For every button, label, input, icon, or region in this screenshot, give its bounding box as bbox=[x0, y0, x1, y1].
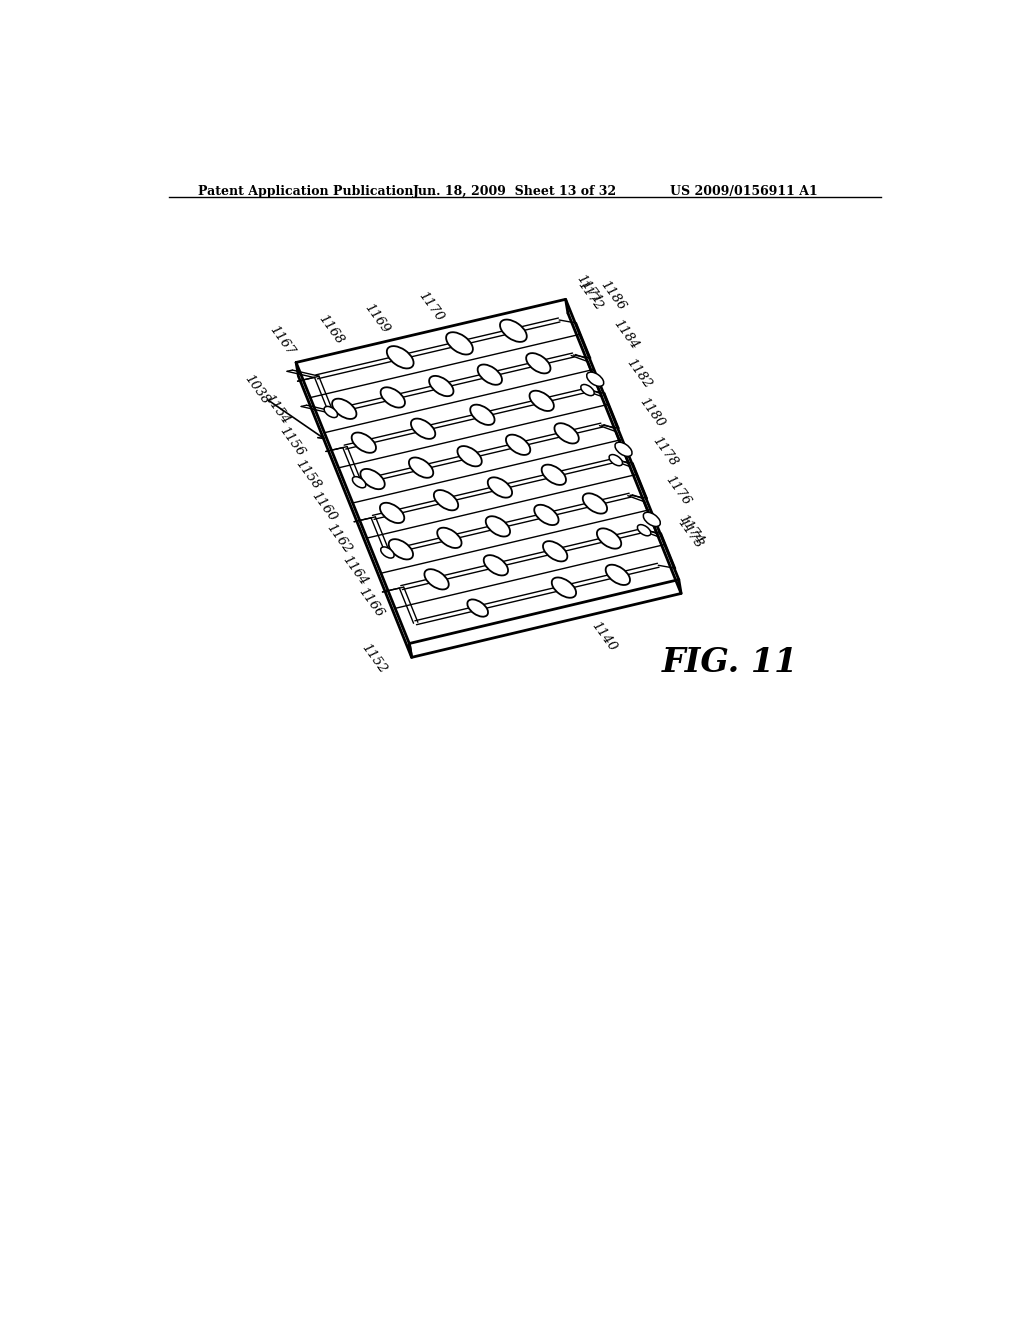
Text: 1166: 1166 bbox=[355, 585, 386, 619]
Ellipse shape bbox=[325, 407, 338, 417]
Text: 1154: 1154 bbox=[261, 392, 292, 428]
Text: 1162: 1162 bbox=[324, 520, 354, 556]
Ellipse shape bbox=[387, 346, 414, 368]
Text: 1180: 1180 bbox=[637, 395, 668, 430]
Ellipse shape bbox=[543, 541, 567, 561]
Ellipse shape bbox=[467, 599, 488, 616]
Ellipse shape bbox=[380, 503, 404, 523]
Text: 1160: 1160 bbox=[308, 488, 339, 524]
Ellipse shape bbox=[609, 454, 623, 466]
Ellipse shape bbox=[615, 442, 632, 457]
Ellipse shape bbox=[411, 418, 435, 438]
Ellipse shape bbox=[554, 424, 579, 444]
Text: 1169: 1169 bbox=[361, 301, 391, 337]
Ellipse shape bbox=[542, 465, 566, 484]
Ellipse shape bbox=[637, 524, 651, 536]
Text: 1140: 1140 bbox=[589, 619, 618, 653]
Ellipse shape bbox=[429, 376, 454, 396]
Text: 1158: 1158 bbox=[293, 457, 323, 491]
Text: 1171: 1171 bbox=[573, 272, 604, 306]
Ellipse shape bbox=[500, 319, 526, 342]
Ellipse shape bbox=[581, 384, 594, 396]
Ellipse shape bbox=[487, 478, 512, 498]
Ellipse shape bbox=[526, 354, 551, 374]
Ellipse shape bbox=[381, 387, 404, 408]
Ellipse shape bbox=[597, 528, 622, 549]
Ellipse shape bbox=[458, 446, 481, 466]
Ellipse shape bbox=[352, 477, 366, 488]
Text: 1174: 1174 bbox=[676, 512, 707, 546]
Ellipse shape bbox=[424, 569, 449, 590]
Text: 1182: 1182 bbox=[625, 356, 654, 391]
Ellipse shape bbox=[470, 405, 495, 425]
Text: Patent Application Publication: Patent Application Publication bbox=[199, 185, 414, 198]
Ellipse shape bbox=[332, 399, 356, 418]
Ellipse shape bbox=[360, 469, 385, 490]
Ellipse shape bbox=[552, 577, 577, 598]
Text: 1172: 1172 bbox=[574, 279, 605, 313]
Text: 1170: 1170 bbox=[416, 289, 445, 323]
Text: FIG. 11: FIG. 11 bbox=[662, 647, 799, 680]
Text: 1167: 1167 bbox=[267, 323, 297, 358]
Ellipse shape bbox=[587, 372, 604, 387]
Text: 1176: 1176 bbox=[664, 473, 693, 508]
Ellipse shape bbox=[446, 333, 473, 355]
Ellipse shape bbox=[351, 433, 376, 453]
Ellipse shape bbox=[605, 565, 630, 585]
Text: Jun. 18, 2009  Sheet 13 of 32: Jun. 18, 2009 Sheet 13 of 32 bbox=[413, 185, 617, 198]
Ellipse shape bbox=[485, 516, 510, 536]
Text: 1186: 1186 bbox=[598, 279, 629, 313]
Text: 1164: 1164 bbox=[340, 553, 370, 587]
Text: 1038: 1038 bbox=[242, 372, 272, 407]
Text: 1156: 1156 bbox=[276, 425, 307, 459]
Ellipse shape bbox=[506, 434, 530, 455]
Ellipse shape bbox=[437, 528, 462, 548]
Ellipse shape bbox=[389, 539, 413, 560]
Ellipse shape bbox=[409, 458, 433, 478]
Ellipse shape bbox=[529, 391, 554, 411]
Ellipse shape bbox=[535, 504, 558, 525]
Text: 1168: 1168 bbox=[315, 312, 346, 347]
Ellipse shape bbox=[583, 494, 607, 513]
Text: 1173: 1173 bbox=[675, 516, 706, 550]
Ellipse shape bbox=[381, 546, 394, 558]
Ellipse shape bbox=[643, 512, 660, 527]
Ellipse shape bbox=[434, 490, 458, 511]
Text: 1178: 1178 bbox=[650, 434, 680, 469]
Text: 1184: 1184 bbox=[611, 317, 641, 352]
Text: 1152: 1152 bbox=[358, 642, 389, 676]
Ellipse shape bbox=[483, 556, 508, 576]
Text: US 2009/0156911 A1: US 2009/0156911 A1 bbox=[670, 185, 817, 198]
Ellipse shape bbox=[477, 364, 502, 385]
